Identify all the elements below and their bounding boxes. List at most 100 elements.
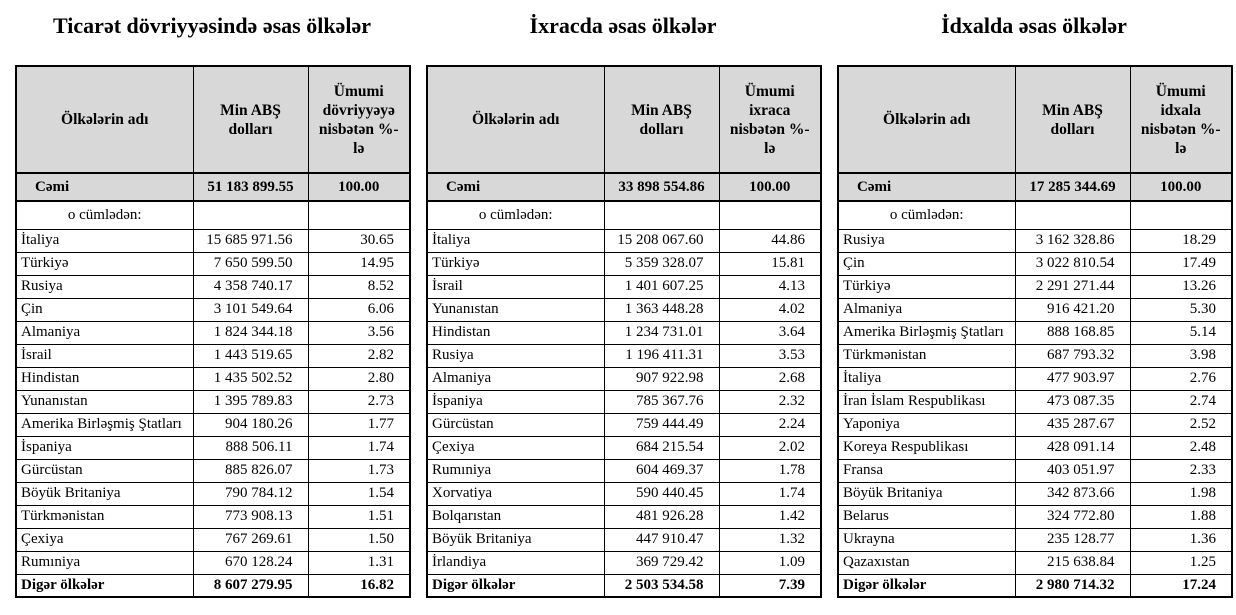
percent-value: 2.52: [1129, 412, 1233, 437]
amount-value: 759 444.49: [603, 412, 720, 437]
percent-value: 4.13: [718, 274, 822, 299]
table-row: Fransa 403 051.97 2.33: [837, 458, 1233, 483]
table-row: Ukrayna 235 128.77 1.36: [837, 527, 1233, 552]
table-row: Çexiya 684 215.54 2.02: [426, 435, 822, 460]
percent-value: 2.48: [1129, 435, 1233, 460]
percent-value: 1.74: [718, 481, 822, 506]
table-row: Rusiya 3 162 328.86 18.29: [837, 228, 1233, 253]
table-row: Yunanıstan 1 363 448.28 4.02: [426, 297, 822, 322]
percent-value: 1.32: [718, 527, 822, 552]
empty-cell: [603, 200, 720, 230]
country-name: Fransa: [837, 458, 1016, 483]
percent-value: 2.76: [1129, 366, 1233, 391]
percent-value: 3.64: [718, 320, 822, 345]
col-header-country: Ölkələrin adı: [837, 65, 1016, 174]
percent-value: 15.81: [718, 251, 822, 276]
amount-value: 1 824 344.18: [192, 320, 309, 345]
amount-value: 324 772.80: [1014, 504, 1131, 529]
country-name: İrlandiya: [426, 550, 605, 575]
empty-cell: [192, 200, 309, 230]
amount-value: 907 922.98: [603, 366, 720, 391]
amount-value: 435 287.67: [1014, 412, 1131, 437]
subheader-row: o cümlədən:: [837, 200, 1233, 230]
table-row: Çexiya 767 269.61 1.50: [15, 527, 411, 552]
percent-value: 6.06: [307, 297, 411, 322]
other-countries-percent: 17.24: [1129, 573, 1233, 598]
other-countries-row: Digər ölkələr 2 980 714.32 17.24: [837, 573, 1233, 598]
country-name: Almaniya: [426, 366, 605, 391]
amount-value: 5 359 328.07: [603, 251, 720, 276]
other-countries-amount: 2 980 714.32: [1014, 573, 1131, 598]
subheader-label: o cümlədən:: [426, 200, 605, 230]
total-row: Cəmi 51 183 899.55 100.00: [15, 172, 411, 202]
table-row: Hindistan 1 435 502.52 2.80: [15, 366, 411, 391]
amount-value: 342 873.66: [1014, 481, 1131, 506]
table-row: İsrail 1 443 519.65 2.82: [15, 343, 411, 368]
table-row: Türkiyə 5 359 328.07 15.81: [426, 251, 822, 276]
other-countries-label: Digər ölkələr: [426, 573, 605, 598]
amount-value: 904 180.26: [192, 412, 309, 437]
country-name: Amerika Birləşmiş Ştatları: [837, 320, 1016, 345]
import-table-section: İdxalda əsas ölkələr Ölkələrin adı Min A…: [837, 8, 1233, 598]
percent-value: 1.36: [1129, 527, 1233, 552]
country-name: Gürcüstan: [426, 412, 605, 437]
col-header-percent: Ümumi idxala nisbətən %-lə: [1129, 65, 1233, 174]
amount-value: 2 291 271.44: [1014, 274, 1131, 299]
amount-value: 1 401 607.25: [603, 274, 720, 299]
country-name: Qazaxıstan: [837, 550, 1016, 575]
empty-cell: [1014, 200, 1131, 230]
subheader-label: o cümlədən:: [837, 200, 1016, 230]
col-header-amount: Min ABŞ dolları: [1014, 65, 1131, 174]
total-label: Cəmi: [15, 172, 194, 202]
empty-cell: [307, 200, 411, 230]
country-name: Türkmənistan: [837, 343, 1016, 368]
percent-value: 18.29: [1129, 228, 1233, 253]
country-name: Hindistan: [426, 320, 605, 345]
total-amount: 33 898 554.86: [603, 172, 720, 202]
percent-value: 2.33: [1129, 458, 1233, 483]
country-name: Türkiyə: [426, 251, 605, 276]
amount-value: 15 685 971.56: [192, 228, 309, 253]
amount-value: 1 363 448.28: [603, 297, 720, 322]
amount-value: 684 215.54: [603, 435, 720, 460]
col-header-amount: Min ABŞ dolları: [603, 65, 720, 174]
other-countries-label: Digər ölkələr: [15, 573, 194, 598]
export-table-title: İxracda əsas ölkələr: [529, 13, 717, 38]
percent-value: 1.51: [307, 504, 411, 529]
amount-value: 885 826.07: [192, 458, 309, 483]
percent-value: 1.98: [1129, 481, 1233, 506]
table-row: Rumıniya 604 469.37 1.78: [426, 458, 822, 483]
country-name: Çexiya: [426, 435, 605, 460]
table-row: Türkmənistan 773 908.13 1.51: [15, 504, 411, 529]
table-row: Yunanıstan 1 395 789.83 2.73: [15, 389, 411, 414]
total-row: Cəmi 17 285 344.69 100.00: [837, 172, 1233, 202]
table-row: İtaliya 15 208 067.60 44.86: [426, 228, 822, 253]
amount-value: 1 196 411.31: [603, 343, 720, 368]
table-row: Hindistan 1 234 731.01 3.64: [426, 320, 822, 345]
country-name: İtaliya: [15, 228, 194, 253]
table-row: Türkiyə 2 291 271.44 13.26: [837, 274, 1233, 299]
country-name: İtaliya: [837, 366, 1016, 391]
amount-value: 215 638.84: [1014, 550, 1131, 575]
other-countries-label: Digər ölkələr: [837, 573, 1016, 598]
table-row: Bolqarıstan 481 926.28 1.42: [426, 504, 822, 529]
country-name: İspaniya: [426, 389, 605, 414]
percent-value: 1.54: [307, 481, 411, 506]
amount-value: 369 729.42: [603, 550, 720, 575]
amount-value: 670 128.24: [192, 550, 309, 575]
percent-value: 3.53: [718, 343, 822, 368]
country-name: Yaponiya: [837, 412, 1016, 437]
country-name: Böyük Britaniya: [15, 481, 194, 506]
total-percent: 100.00: [1129, 172, 1233, 202]
amount-value: 1 234 731.01: [603, 320, 720, 345]
country-name: İsrail: [426, 274, 605, 299]
percent-value: 1.25: [1129, 550, 1233, 575]
percent-value: 2.68: [718, 366, 822, 391]
percent-value: 5.14: [1129, 320, 1233, 345]
percent-value: 5.30: [1129, 297, 1233, 322]
percent-value: 3.56: [307, 320, 411, 345]
country-name: Rumıniya: [426, 458, 605, 483]
col-header-country: Ölkələrin adı: [426, 65, 605, 174]
country-name: Belarus: [837, 504, 1016, 529]
percent-value: 17.49: [1129, 251, 1233, 276]
